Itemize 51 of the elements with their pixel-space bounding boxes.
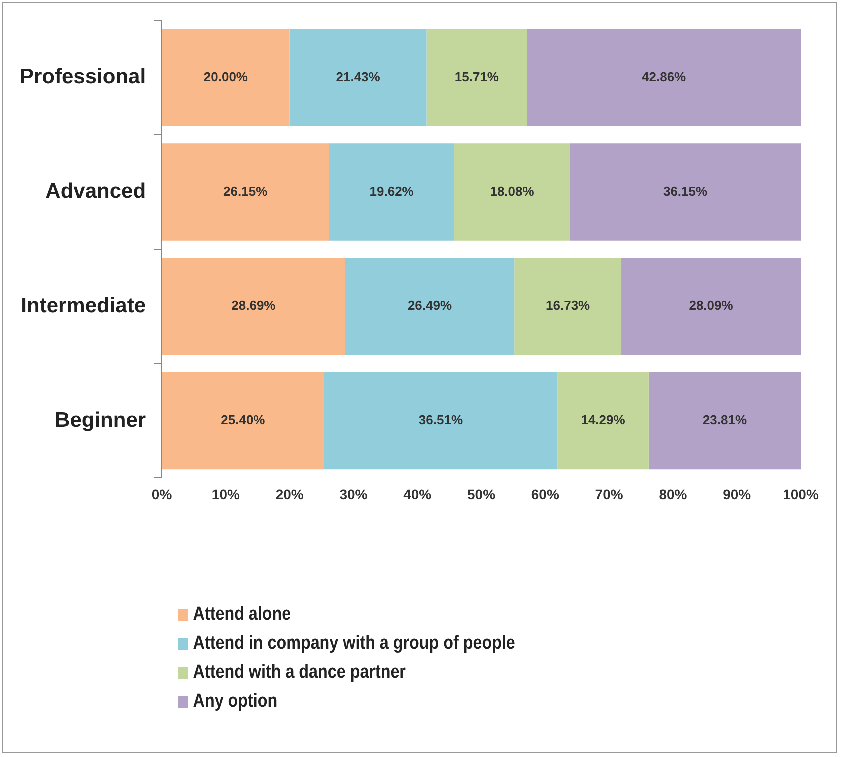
- data-label: 18.08%: [490, 184, 535, 199]
- data-label: 15.71%: [454, 69, 500, 84]
- legend-label: Attend alone: [193, 604, 292, 626]
- data-label: 16.73%: [546, 298, 591, 314]
- x-tick-label: 30%: [340, 486, 368, 502]
- x-tick-label: 70%: [595, 486, 624, 502]
- bar: [514, 258, 622, 356]
- data-label: 25.40%: [221, 412, 266, 428]
- data-label: 36.15%: [663, 184, 708, 199]
- bar: [162, 29, 290, 126]
- bar: [558, 372, 649, 470]
- bar: [454, 144, 570, 241]
- x-tick-label: 50%: [468, 486, 496, 502]
- bar: [527, 29, 801, 126]
- bar: [162, 258, 346, 356]
- bar: [290, 29, 427, 126]
- data-label: 42.86%: [642, 69, 687, 84]
- legend-label: Any option: [193, 690, 278, 712]
- bar: [324, 372, 558, 470]
- y-tick-label: Intermediate: [21, 294, 146, 318]
- data-label: 20.00%: [204, 69, 248, 84]
- bar: [162, 372, 324, 470]
- bar: [329, 144, 454, 241]
- bar: [622, 258, 801, 356]
- bar: [162, 144, 330, 241]
- data-label: 14.29%: [581, 412, 626, 428]
- data-label: 23.81%: [702, 412, 748, 428]
- legend-label: Attend in company with a group of people: [193, 632, 516, 654]
- legend-label: Attend with a dance partner: [193, 662, 406, 684]
- x-tick-label: 10%: [212, 486, 240, 502]
- x-tick-label: 60%: [531, 486, 560, 502]
- x-tick-label: 80%: [659, 486, 688, 502]
- x-tick-label: 40%: [404, 486, 432, 502]
- data-label: 21.43%: [336, 69, 381, 84]
- bar: [570, 144, 801, 241]
- x-tick-label: 100%: [783, 486, 820, 502]
- x-tick-label: 20%: [276, 486, 304, 502]
- y-tick-label: Professional: [20, 66, 146, 89]
- data-label: 26.49%: [408, 298, 452, 314]
- y-tick-label: Beginner: [55, 408, 146, 432]
- data-label: 36.51%: [418, 412, 464, 428]
- bar: [345, 258, 515, 356]
- x-tick-label: 90%: [723, 486, 752, 502]
- y-tick-label: Advanced: [46, 180, 146, 203]
- data-label: 26.15%: [224, 184, 268, 199]
- bar: [426, 29, 528, 126]
- x-tick-label: 0%: [152, 486, 173, 502]
- data-label: 28.09%: [689, 298, 734, 314]
- data-label: 19.62%: [370, 184, 414, 199]
- data-label: 28.69%: [232, 298, 276, 314]
- bar: [648, 372, 801, 470]
